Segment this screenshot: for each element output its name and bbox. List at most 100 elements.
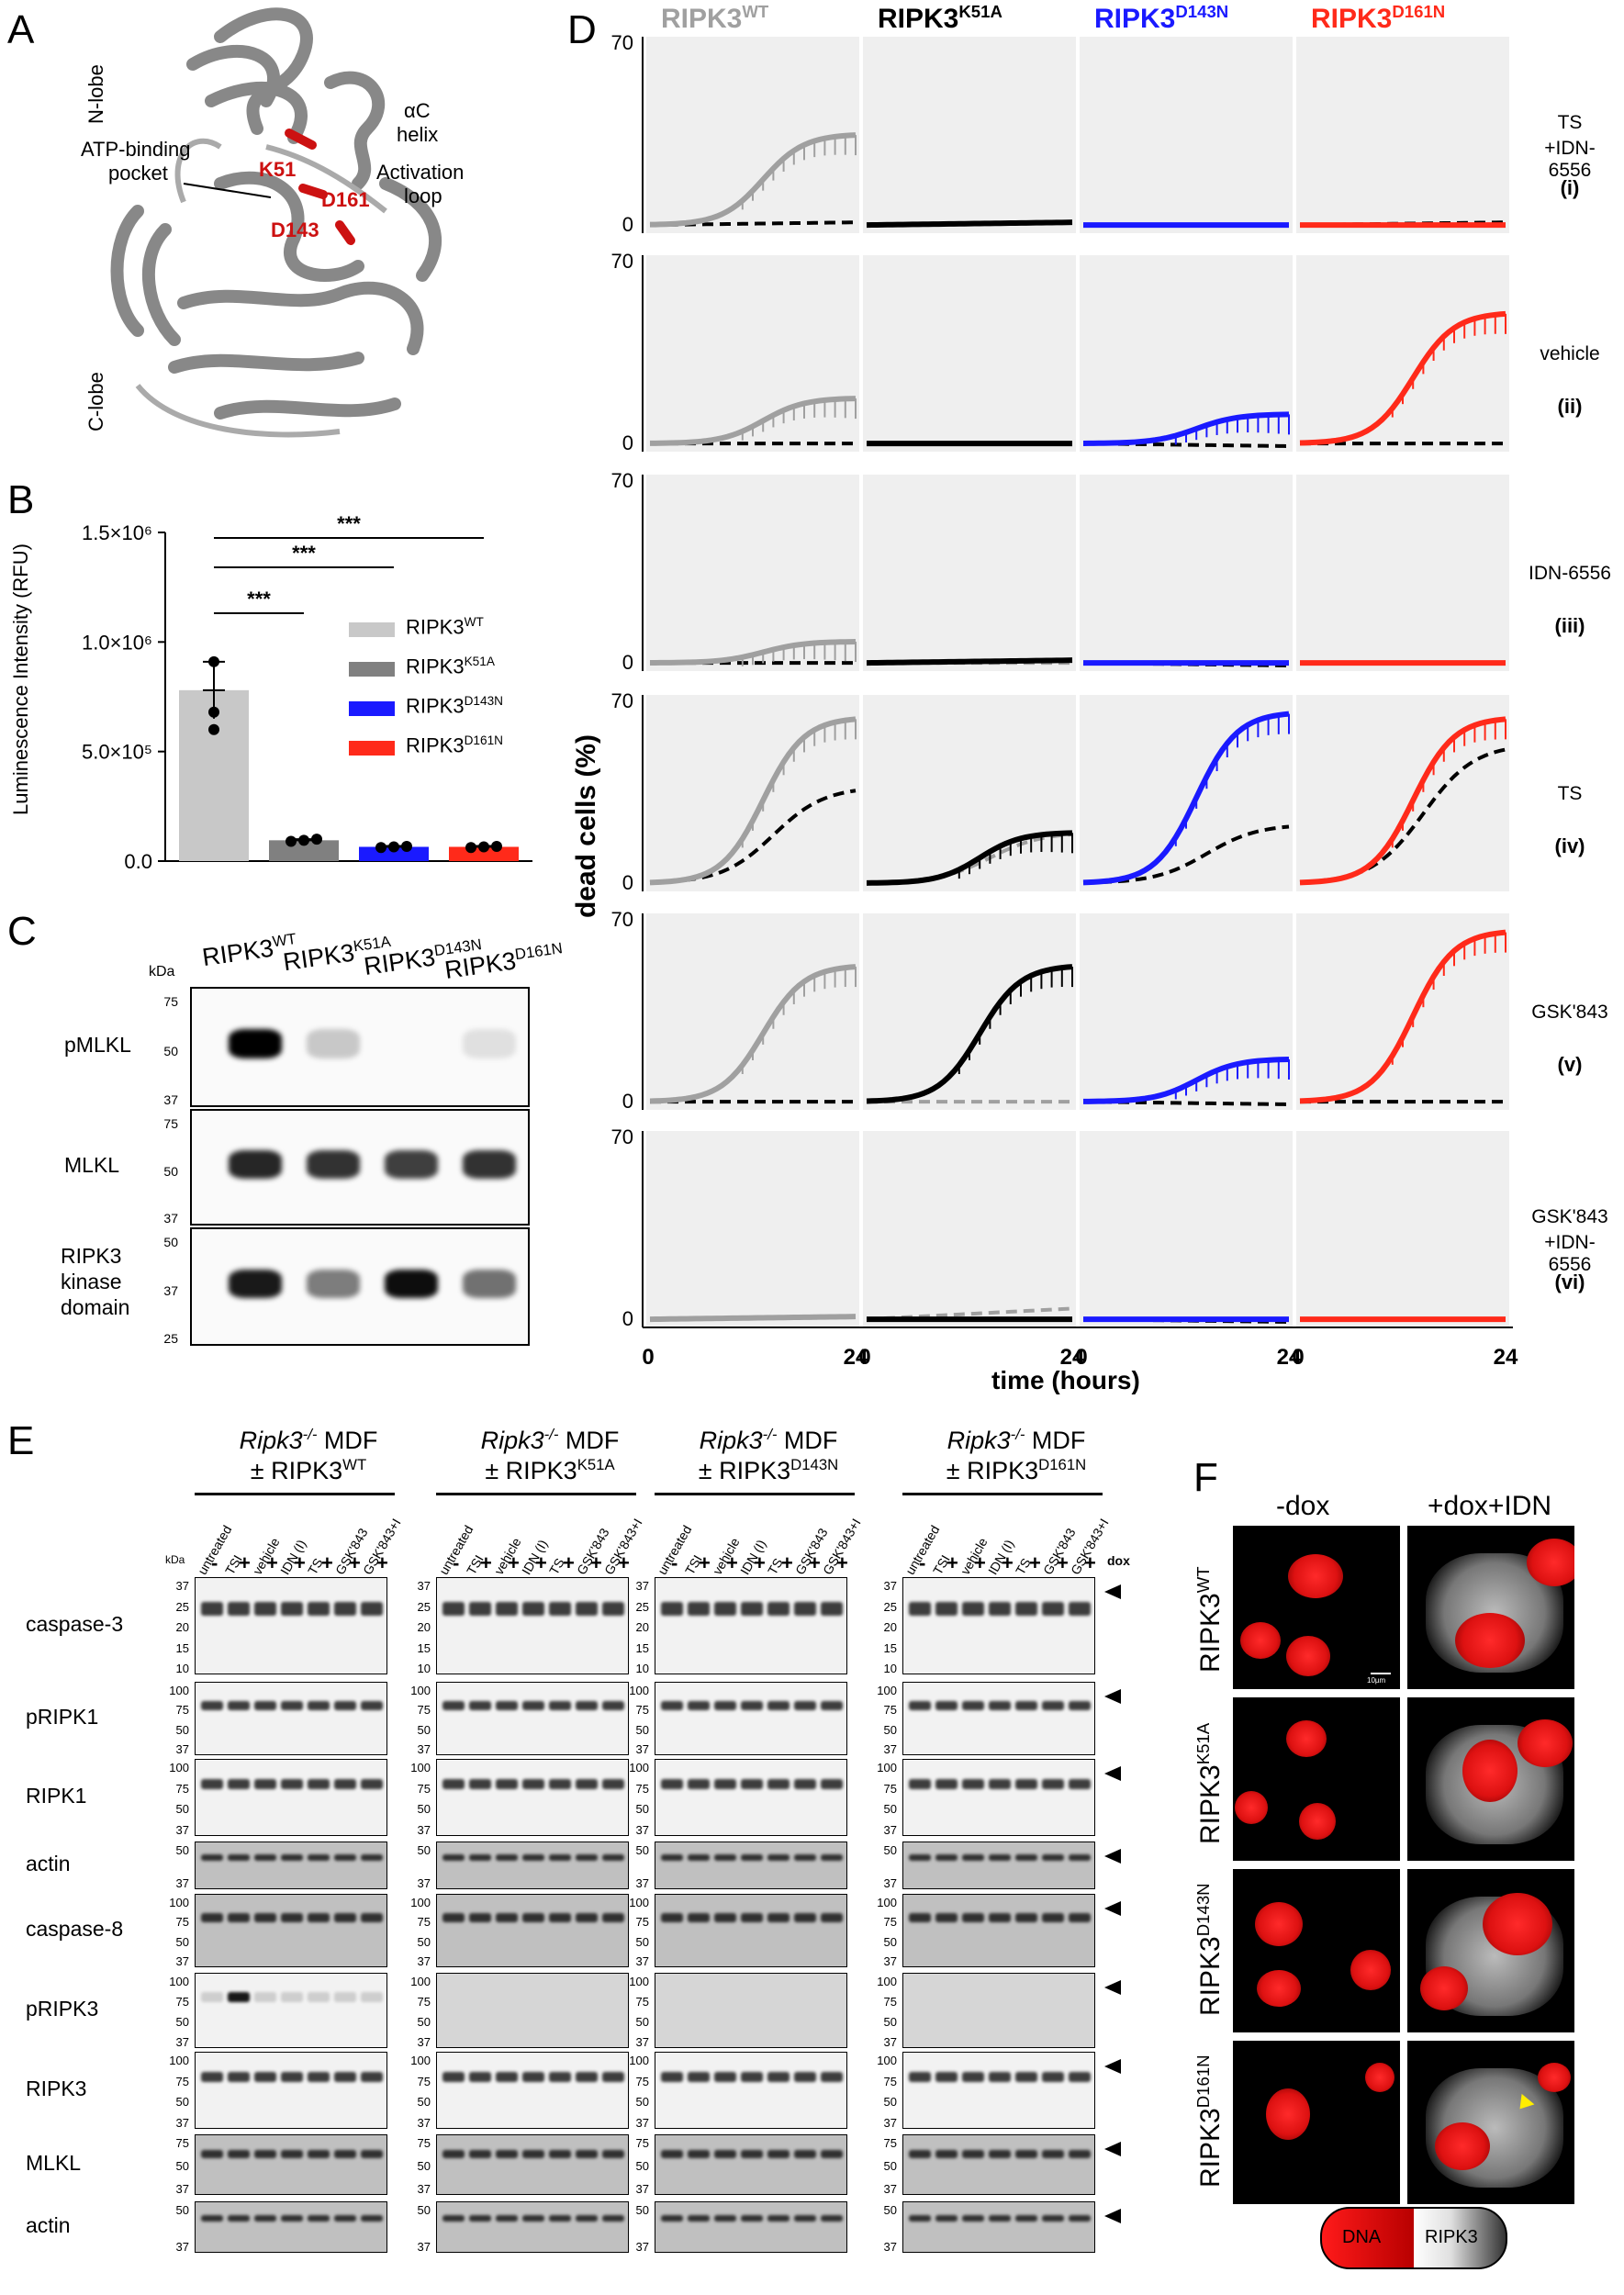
- ripk3-structure-cartoon: [110, 7, 442, 438]
- e-dox-sign: -: [919, 1551, 926, 1574]
- c-band: [385, 1150, 438, 1179]
- e-band: [962, 1912, 984, 1923]
- b-ytick-label: 1.0×10⁶: [82, 631, 152, 654]
- e-band: [281, 1700, 303, 1711]
- e-band: [469, 2214, 491, 2222]
- d-col-title: RIPK3K51A: [878, 2, 1002, 34]
- e-kda-mark: 20: [417, 1620, 431, 1634]
- c-band: [229, 1150, 282, 1179]
- f-nucleus: [1518, 1719, 1573, 1767]
- e-blot: [195, 2134, 387, 2195]
- e-band: [989, 2214, 1011, 2222]
- f-nucleus: [1266, 2088, 1310, 2140]
- e-kda-mark: 100: [629, 1975, 649, 1988]
- e-band: [935, 1778, 958, 1789]
- e-band: [228, 1912, 250, 1923]
- e-group-subtitle: ± RIPK3D143N: [698, 1456, 839, 1484]
- e-band: [821, 1778, 843, 1789]
- e-kda-mark: 50: [635, 1843, 649, 1857]
- e-group-title: Ripk3-/- MDF: [946, 1426, 1086, 1454]
- b-datapoint: [478, 841, 489, 853]
- e-band: [576, 2071, 598, 2082]
- e-band: [962, 1853, 984, 1861]
- c-blot-label: pMLKL: [64, 1032, 131, 1057]
- e-kda-mark: 37: [883, 1876, 897, 1890]
- e-kda-mark: 37: [175, 1742, 189, 1756]
- e-dox-sign: +: [376, 1551, 388, 1574]
- f-row-label: RIPK3K51A: [1193, 1722, 1226, 1844]
- panel-label-c: C: [7, 909, 37, 954]
- e-band: [1042, 1778, 1064, 1789]
- e-band: [361, 2150, 383, 2158]
- e-band: [281, 2214, 303, 2222]
- e-band: [661, 1602, 683, 1616]
- e-kda-mark: 20: [175, 1620, 189, 1634]
- e-blot: [655, 2201, 847, 2253]
- e-band: [308, 1778, 330, 1789]
- e-kda-mark: 37: [417, 1876, 431, 1890]
- e-band: [469, 2150, 491, 2158]
- e-band: [935, 1912, 958, 1923]
- e-kda-mark: 37: [175, 1823, 189, 1837]
- e-band: [576, 1602, 598, 1616]
- e-band: [228, 2150, 250, 2158]
- c-kda-mark: 50: [163, 1163, 178, 1179]
- e-blot: [195, 1842, 387, 1889]
- e-group-underline: [902, 1493, 1103, 1495]
- e-blot: [436, 1759, 629, 1836]
- d-plus-dox-line: [649, 132, 857, 228]
- e-band: [442, 1912, 465, 1923]
- f-col-plus-dox-idn: +dox+IDN: [1428, 1491, 1552, 1521]
- d-subplot-bg: [863, 475, 1076, 671]
- e-band: [1015, 1700, 1037, 1711]
- e-band: [1069, 2150, 1091, 2158]
- e-kda-mark: 50: [417, 2203, 431, 2217]
- e-group-subtitle: ± RIPK3WT: [250, 1456, 367, 1484]
- e-arrowhead: [1104, 2059, 1121, 2074]
- e-band: [1015, 2071, 1037, 2082]
- b-ytick-label: 5.0×10⁵: [82, 741, 152, 764]
- label-d143: D143: [271, 218, 319, 241]
- e-band: [549, 1700, 571, 1711]
- f-image-plus-dox: [1407, 1526, 1574, 1689]
- f-image-plus-dox: [1407, 1697, 1574, 1861]
- e-kda-mark: 50: [417, 2015, 431, 2029]
- e-band: [254, 2214, 276, 2222]
- e-row-label: pRIPK1: [26, 1705, 99, 1729]
- label-ac: αC: [404, 99, 431, 122]
- e-band: [334, 1602, 356, 1616]
- d-row-label-2: +IDN-6556: [1544, 1232, 1596, 1275]
- c-kda-mark: 50: [163, 1235, 178, 1249]
- e-band: [254, 2071, 276, 2082]
- e-row-label: pRIPK3: [26, 1997, 99, 2021]
- e-band: [201, 2150, 223, 2158]
- e-band: [201, 1912, 223, 1923]
- e-row-label: actin: [26, 1852, 71, 1875]
- d-plus-dox-line: [866, 657, 1073, 666]
- c-kda-mark: 25: [163, 1331, 178, 1346]
- e-blot: [655, 1842, 847, 1889]
- e-band: [334, 2071, 356, 2082]
- f-legend-dna: DNA: [1342, 2227, 1382, 2247]
- d-row-label-1: GSK'843: [1531, 1206, 1608, 1227]
- e-arrowhead: [1104, 1849, 1121, 1864]
- e-band: [714, 1778, 736, 1789]
- e-band: [767, 1853, 790, 1861]
- e-blot: [195, 1577, 387, 1674]
- e-band: [821, 2214, 843, 2222]
- e-band: [602, 1853, 624, 1861]
- d-minus-dox-line: [1082, 824, 1290, 885]
- e-kda-mark: 100: [410, 1896, 431, 1909]
- e-kda-mark: 100: [410, 1684, 431, 1697]
- e-group-title: Ripk3-/- MDF: [480, 1426, 620, 1454]
- e-kda-mark: 75: [417, 1781, 431, 1796]
- e-blot: [195, 2052, 387, 2129]
- e-kda-mark: 37: [883, 1954, 897, 1968]
- b-bar: [269, 840, 339, 861]
- e-band: [741, 2150, 763, 2158]
- e-kda-mark: 50: [883, 1843, 897, 1857]
- b-ytick-label: 1.5×10⁶: [82, 521, 152, 544]
- e-band: [361, 1778, 383, 1789]
- e-band: [1015, 2214, 1037, 2222]
- f-nucleus: [1257, 1970, 1301, 2007]
